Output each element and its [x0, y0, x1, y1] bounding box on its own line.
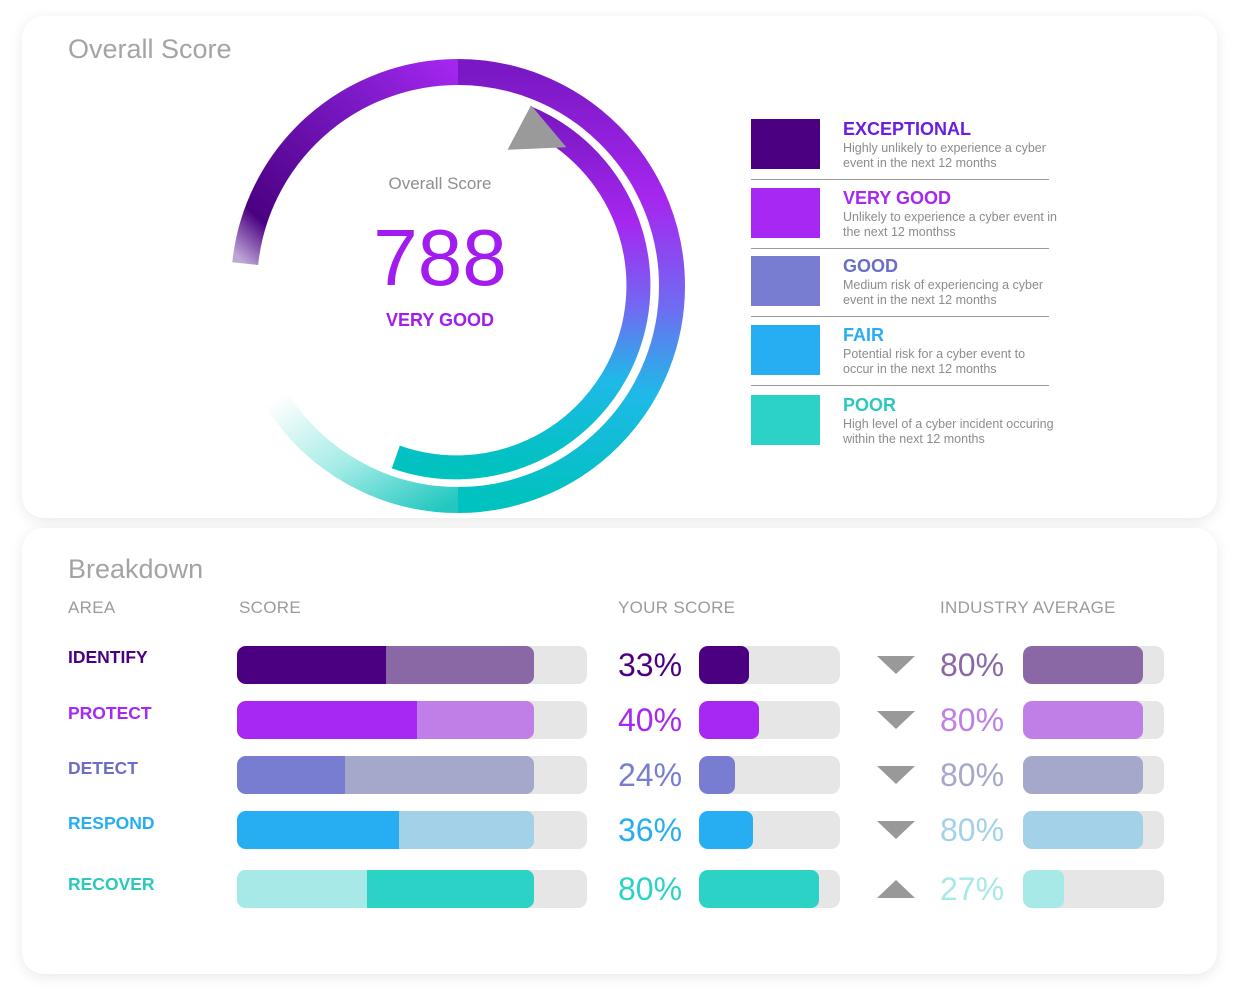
industry-average-bar-fill: [1023, 870, 1064, 908]
industry-average-percent: 27%: [940, 871, 1005, 907]
industry-average-bar: [1023, 811, 1164, 849]
your-score-percent: 80%: [618, 871, 683, 907]
column-header-your-score: YOUR SCORE: [618, 598, 736, 617]
breakdown-card: Breakdown AREA SCORE YOUR SCORE INDUSTRY…: [22, 528, 1217, 974]
your-score-bar: [699, 646, 840, 684]
legend-description: Highly unlikely to experience a cyber ev…: [843, 141, 1046, 170]
legend-item-poor: POOR High level of a cyber incident occu…: [751, 395, 1054, 455]
overall-score-value: 788: [373, 213, 507, 302]
your-score-bar: [699, 756, 840, 794]
industry-average-percent: 80%: [940, 757, 1005, 793]
overall-score-rating: VERY GOOD: [385, 310, 495, 330]
industry-average-bar-fill: [1023, 646, 1143, 684]
area-label: RECOVER: [68, 874, 155, 894]
legend-item-exceptional: EXCEPTIONAL Highly unlikely to experienc…: [751, 119, 1049, 180]
legend-title: EXCEPTIONAL: [843, 119, 972, 139]
your-score-bar-fill: [699, 701, 759, 739]
legend-description: High level of a cyber incident occuring …: [843, 417, 1054, 446]
your-score-percent: 33%: [618, 647, 683, 683]
your-score-percent: 36%: [618, 812, 683, 848]
column-header-score: SCORE: [239, 598, 301, 617]
area-label: DETECT: [68, 758, 138, 778]
overall-score-title: Overall Score: [68, 34, 232, 64]
legend-item-fair: FAIR Potential risk for a cyber event to…: [751, 325, 1049, 386]
legend-swatch: [751, 256, 820, 306]
industry-average-percent: 80%: [940, 812, 1005, 848]
triangle-down-icon: [877, 821, 915, 839]
triangle-down-icon: [877, 766, 915, 784]
column-header-industry-average: INDUSTRY AVERAGE: [940, 598, 1116, 617]
legend-swatch: [751, 119, 820, 169]
legend-swatch: [751, 188, 820, 238]
your-score-fill: [237, 870, 367, 908]
gauge-top-arc: [232, 59, 459, 266]
legend-item-very-good: VERY GOOD Unlikely to experience a cyber…: [751, 188, 1057, 249]
your-score-bar-fill: [699, 756, 735, 794]
your-score-bar-fill: [699, 870, 819, 908]
legend-title: FAIR: [843, 325, 885, 345]
gauge-label: Overall Score: [388, 174, 492, 193]
legend-item-good: GOOD Medium risk of experiencing a cyber…: [751, 256, 1049, 317]
industry-average-percent: 80%: [940, 647, 1005, 683]
score-comparison-bar: [237, 811, 587, 849]
your-score-bar: [699, 811, 840, 849]
area-label: PROTECT: [68, 703, 152, 723]
score-comparison-bar: [237, 701, 587, 739]
breakdown-title: Breakdown: [68, 554, 204, 584]
legend-swatch: [751, 325, 820, 375]
your-score-fill: [237, 646, 386, 684]
industry-average-bar: [1023, 756, 1164, 794]
score-comparison-bar: [237, 646, 587, 684]
legend-description: Potential risk for a cyber event to occu…: [843, 347, 1026, 376]
triangle-down-icon: [877, 656, 915, 674]
your-score-bar: [699, 870, 840, 908]
your-score-bar-fill: [699, 811, 753, 849]
area-label: IDENTIFY: [68, 647, 148, 667]
your-score-bar: [699, 701, 840, 739]
gauge-pointer-icon: [507, 105, 567, 150]
legend-title: POOR: [843, 395, 897, 415]
triangle-up-icon: [877, 880, 915, 898]
industry-average-bar-fill: [1023, 811, 1143, 849]
industry-average-bar: [1023, 870, 1164, 908]
gauge-fade-arc: [265, 392, 459, 513]
industry-average-bar: [1023, 646, 1164, 684]
gauge-inner-arc: [391, 106, 651, 480]
area-label: RESPOND: [68, 813, 155, 833]
legend-title: GOOD: [843, 256, 899, 276]
industry-average-bar-fill: [1023, 701, 1143, 739]
industry-average-bar: [1023, 701, 1164, 739]
score-comparison-bar: [237, 870, 587, 908]
your-score-fill: [237, 811, 399, 849]
legend-description: Unlikely to experience a cyber event in …: [843, 210, 1058, 239]
your-score-fill: [237, 701, 417, 739]
your-score-fill: [237, 756, 345, 794]
overall-score-card: Overall Score: [22, 16, 1217, 518]
legend-swatch: [751, 395, 820, 445]
legend-title: VERY GOOD: [843, 188, 952, 208]
gauge-right-arc: [457, 59, 685, 513]
your-score-percent: 24%: [618, 757, 683, 793]
industry-average-bar-fill: [1023, 756, 1143, 794]
score-gauge: [232, 59, 685, 513]
column-header-area: AREA: [68, 598, 116, 617]
legend-description: Medium risk of experiencing a cyber even…: [843, 278, 1044, 307]
score-comparison-bar: [237, 756, 587, 794]
triangle-down-icon: [877, 711, 915, 729]
your-score-bar-fill: [699, 646, 749, 684]
industry-average-percent: 80%: [940, 702, 1005, 738]
your-score-percent: 40%: [618, 702, 683, 738]
